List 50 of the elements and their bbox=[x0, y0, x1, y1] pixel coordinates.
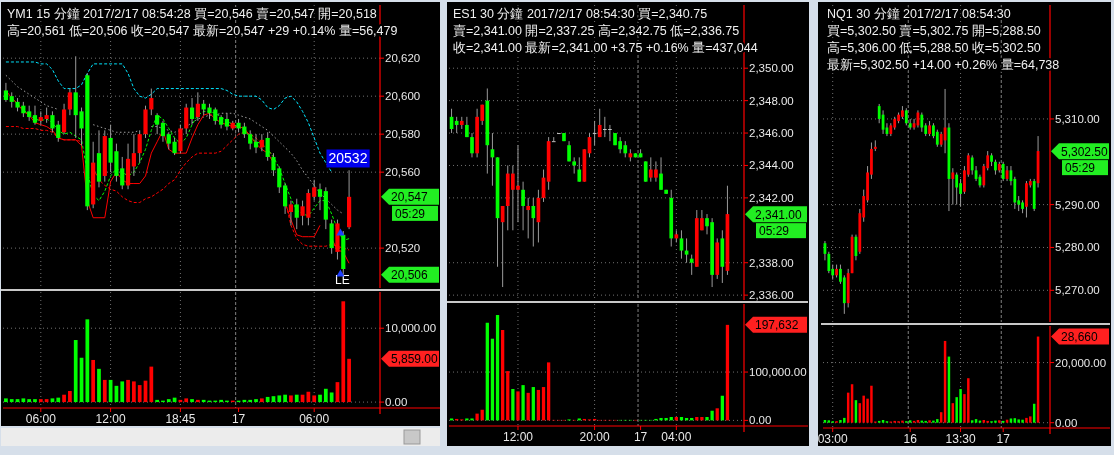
y-tick-label: 20,620 bbox=[385, 52, 421, 65]
text: 20,506 bbox=[391, 268, 429, 283]
text: 5,859.00 bbox=[391, 352, 439, 367]
y-tick-label: 2,336.00 bbox=[749, 289, 794, 302]
annotation: 20532 bbox=[328, 150, 368, 167]
y-tick-label: 5,310.00 bbox=[1055, 112, 1100, 125]
x-tick-label: 12:00 bbox=[95, 412, 126, 426]
x-tick-label: 13:30 bbox=[945, 432, 976, 446]
y-tick-label: 2,344.00 bbox=[749, 159, 794, 172]
y-tick-label: 20,600 bbox=[385, 90, 421, 103]
y-tick-label: 20,580 bbox=[385, 128, 421, 141]
y-tick-label: 10,000.00 bbox=[385, 322, 437, 335]
text: 28,660 bbox=[1061, 330, 1099, 345]
y-tick-label: 0.00 bbox=[385, 396, 408, 409]
y-tick-label: 2,338.00 bbox=[749, 256, 794, 269]
x-tick-label: 17 bbox=[231, 412, 246, 426]
y-tick-label: 0.00 bbox=[749, 414, 772, 427]
y-tick-label: 5,290.00 bbox=[1055, 198, 1100, 211]
x-tick-label: 04:00 bbox=[661, 430, 692, 444]
y-tick-label: 20,560 bbox=[385, 166, 421, 179]
chart-title: YM1 15 分鐘 2017/2/17 08:54:28 買=20,546 賣=20,547 開=20,518 bbox=[7, 7, 377, 21]
x-tick-label: 06:00 bbox=[299, 412, 330, 426]
y-tick-label: 20,520 bbox=[385, 242, 421, 255]
text: 05:29 bbox=[759, 224, 790, 239]
x-tick-label: 20:00 bbox=[579, 430, 610, 444]
y-tick-label: 5,270.00 bbox=[1055, 284, 1100, 297]
x-tick-label: 17 bbox=[633, 430, 648, 444]
x-tick-label: 18:45 bbox=[165, 412, 196, 426]
text: 05:29 bbox=[1065, 161, 1096, 176]
y-tick-label: 5,280.00 bbox=[1055, 241, 1100, 254]
annotation: LE bbox=[334, 272, 350, 287]
text: 197,632 bbox=[755, 318, 799, 333]
y-tick-label: 0.00 bbox=[1055, 416, 1078, 429]
x-tick-label: 12:00 bbox=[502, 430, 534, 444]
text: 5,302.50 bbox=[1061, 144, 1109, 159]
y-tick-label: 2,346.00 bbox=[749, 127, 794, 140]
text: 2,341.00 bbox=[755, 207, 803, 222]
x-tick-label: 03:00 bbox=[817, 432, 849, 446]
y-tick-label: 2,348.00 bbox=[749, 94, 794, 107]
y-tick-label: 2,350.00 bbox=[749, 62, 794, 75]
y-tick-label: 2,342.00 bbox=[749, 191, 794, 204]
x-tick-label: 06:00 bbox=[25, 412, 57, 426]
y-tick-label: 20,000.00 bbox=[1055, 356, 1107, 369]
x-tick-label: 16 bbox=[903, 432, 918, 446]
x-tick-label: 17 bbox=[996, 432, 1011, 446]
chart-title: ES1 30 分鐘 2017/2/17 08:54:30 買=2,340.75 bbox=[453, 7, 708, 21]
text: 20,547 bbox=[391, 190, 429, 205]
text: 05:29 bbox=[395, 206, 426, 221]
y-tick-label: 100,000.00 bbox=[749, 366, 807, 379]
chart-title: NQ1 30 分鐘 2017/2/17 08:54:30 bbox=[827, 7, 1011, 21]
